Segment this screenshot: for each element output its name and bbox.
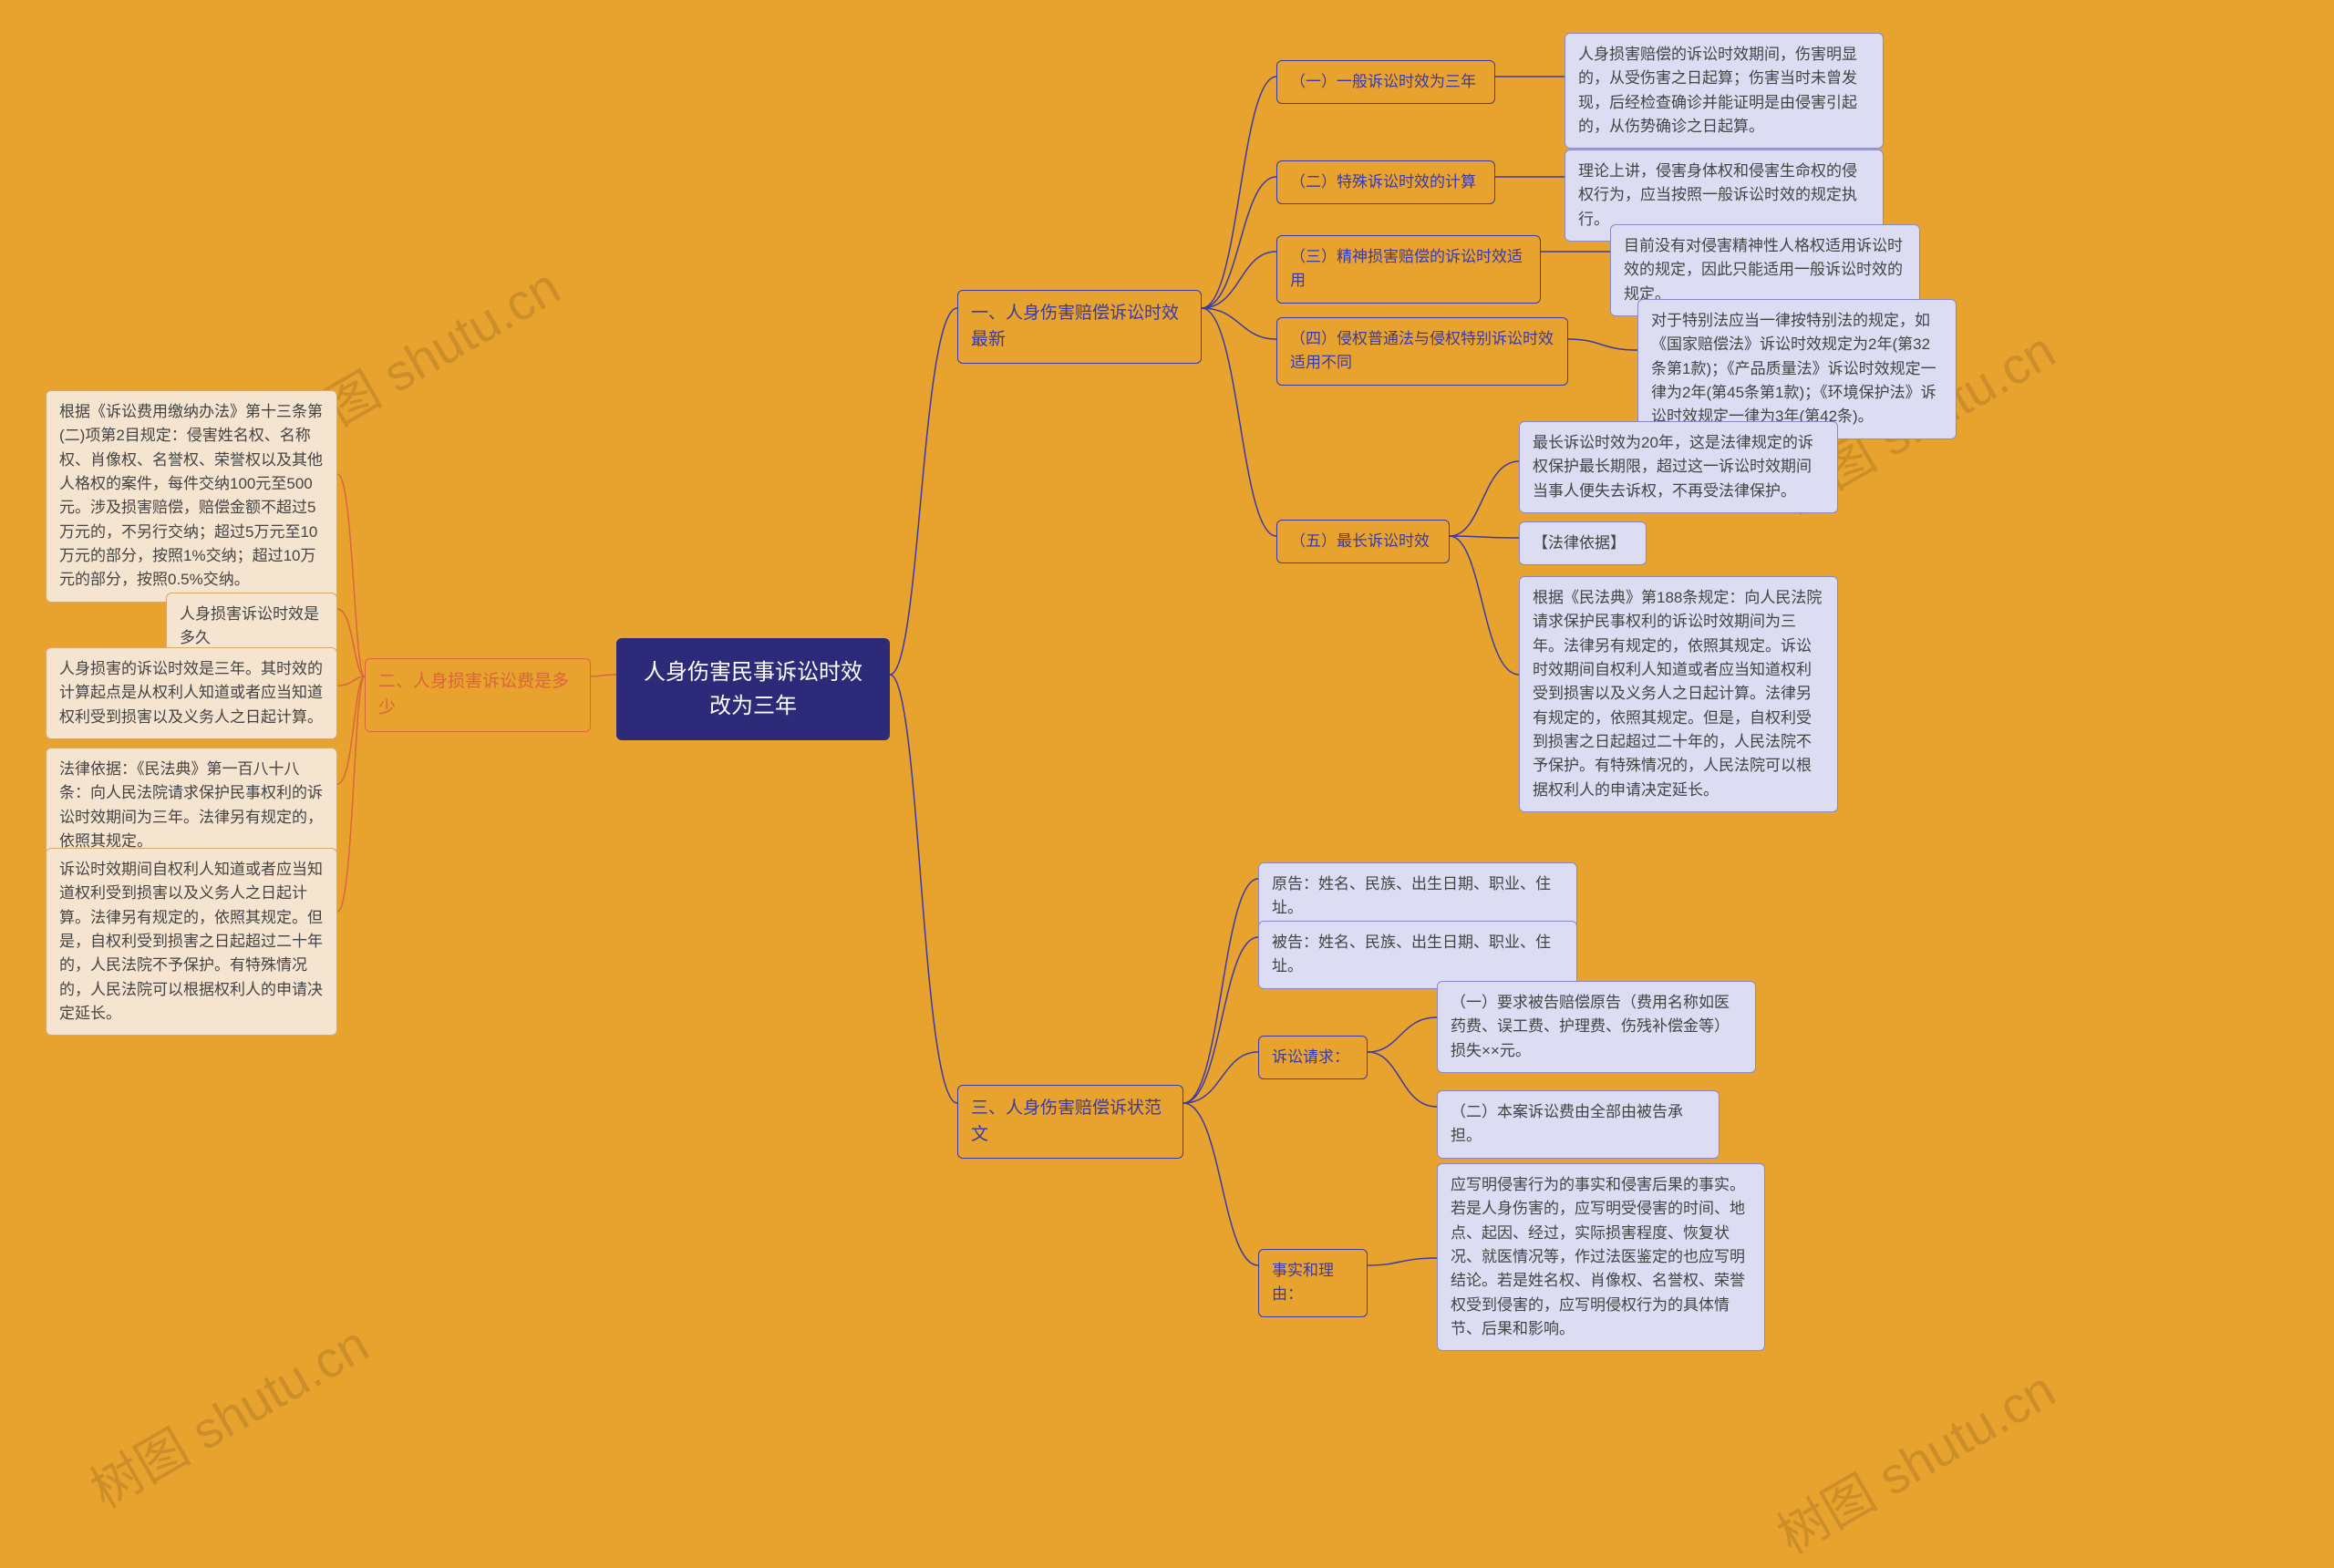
right1-leaf-3: 对于特别法应当一律按特别法的规定，如《国家赔偿法》诉讼时效规定为2年(第32条第… <box>1637 299 1957 439</box>
right1-sub-1: （二）特殊诉讼时效的计算 <box>1276 160 1495 204</box>
right2-leaf-d: 应写明侵害行为的事实和侵害后果的事实。若是人身伤害的，应写明受侵害的时间、地点、… <box>1437 1163 1765 1351</box>
root-node: 人身伤害民事诉讼时效改为三年 <box>616 638 890 740</box>
right1-sub-2: （三）精神损害赔偿的诉讼时效适用 <box>1276 235 1541 304</box>
connectors <box>0 0 2334 1545</box>
right1-leaf-4b: 【法律依据】 <box>1519 521 1647 565</box>
right1-sub-3: （四）侵权普通法与侵权特别诉讼时效适用不同 <box>1276 317 1568 386</box>
right2-sub-c: 诉讼请求： <box>1258 1036 1368 1079</box>
right2-leaf-b: 被告：姓名、民族、出生日期、职业、住址。 <box>1258 921 1577 989</box>
left-leaf-4: 诉讼时效期间自权利人知道或者应当知道权利受到损害以及义务人之日起计算。法律另有规… <box>46 848 337 1036</box>
watermark: 树图 shutu.cn <box>75 1305 379 1523</box>
right2-leaf-c1: （一）要求被告赔偿原告（费用名称如医药费、误工费、护理费、伤残补偿金等）损失××… <box>1437 981 1756 1073</box>
watermark: 树图 shutu.cn <box>1761 1350 2066 1568</box>
right1-title: 一、人身伤害赔偿诉讼时效最新 <box>957 290 1202 364</box>
left-leaf-0: 根据《诉讼费用缴纳办法》第十三条第(二)项第2目规定：侵害姓名权、名称权、肖像权… <box>46 390 337 603</box>
right1-leaf-0: 人身损害赔偿的诉讼时效期间，伤害明显的，从受伤害之日起算；伤害当时未曾发现，后经… <box>1565 33 1884 149</box>
right2-sub-d: 事实和理由： <box>1258 1249 1368 1317</box>
left-branch-title: 二、人身损害诉讼费是多少 <box>365 658 591 732</box>
right1-sub-4: （五）最长诉讼时效 <box>1276 520 1450 563</box>
left-leaf-2: 人身损害的诉讼时效是三年。其时效的计算起点是从权利人知道或者应当知道权利受到损害… <box>46 647 337 739</box>
right2-title: 三、人身伤害赔偿诉状范文 <box>957 1085 1183 1159</box>
right1-sub-0: （一）一般诉讼时效为三年 <box>1276 60 1495 104</box>
right1-leaf-4a: 最长诉讼时效为20年，这是法律规定的诉权保护最长期限，超过这一诉讼时效期间当事人… <box>1519 421 1838 513</box>
right1-leaf-4c: 根据《民法典》第188条规定：向人民法院请求保护民事权利的诉讼时效期间为三年。法… <box>1519 576 1838 812</box>
right2-leaf-c2: （二）本案诉讼费由全部由被告承担。 <box>1437 1090 1720 1159</box>
left-leaf-3: 法律依据：《民法典》第一百八十八条：向人民法院请求保护民事权利的诉讼时效期间为三… <box>46 748 337 863</box>
